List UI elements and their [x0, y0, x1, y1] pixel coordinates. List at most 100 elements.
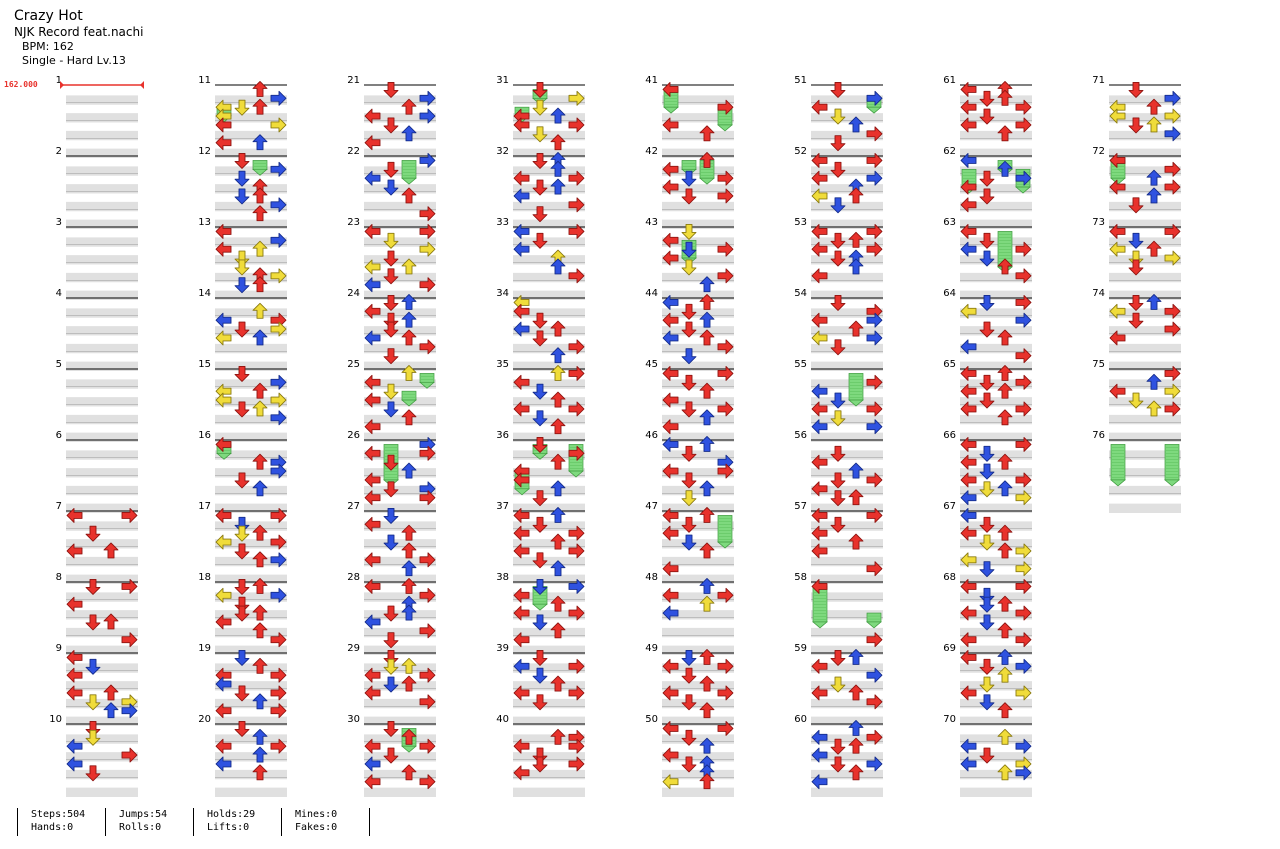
- left-arrow-icon: [662, 658, 679, 674]
- hold-body: [401, 390, 417, 401]
- right-arrow-icon: [568, 738, 585, 754]
- down-arrow-icon: [234, 605, 250, 622]
- up-arrow-icon: [401, 364, 417, 381]
- measure-stripe: [66, 645, 138, 655]
- down-arrow-icon: [234, 259, 250, 276]
- left-arrow-icon: [364, 774, 381, 790]
- stat-column-4: Mines:0 Fakes:0: [281, 808, 369, 836]
- left-arrow-icon: [215, 436, 232, 452]
- measure-stripe: [66, 130, 138, 141]
- measure-stripe: [66, 610, 138, 620]
- right-arrow-icon: [419, 490, 436, 506]
- right-arrow-icon: [1164, 161, 1181, 177]
- measure-number: 8: [56, 572, 62, 583]
- up-arrow-icon: [848, 719, 864, 736]
- measure-stripe: [215, 610, 287, 620]
- measure-stripe: [662, 184, 734, 194]
- left-arrow-icon: [960, 99, 977, 115]
- measure-stripe: [66, 627, 138, 638]
- measure-stripe: [364, 610, 436, 620]
- down-arrow-icon: [681, 756, 697, 773]
- down-arrow-icon: [830, 649, 846, 666]
- measure-stripe: [811, 503, 883, 513]
- measure-stripe: [215, 237, 287, 247]
- right-arrow-icon: [568, 445, 585, 461]
- right-arrow-icon: [270, 685, 287, 701]
- up-arrow-icon: [550, 320, 566, 337]
- down-arrow-icon: [681, 223, 697, 240]
- stat-fakes: Fakes:0: [295, 822, 338, 833]
- measure-stripe: [811, 450, 883, 460]
- right-arrow-icon: [1015, 685, 1032, 701]
- left-arrow-icon: [811, 152, 828, 168]
- measure-stripe: [513, 503, 585, 513]
- right-arrow-icon: [717, 587, 734, 603]
- up-arrow-icon: [252, 400, 268, 417]
- measure-stripe: [960, 521, 1032, 531]
- down-arrow-icon: [532, 614, 548, 631]
- right-arrow-icon: [568, 525, 585, 541]
- up-arrow-icon: [252, 604, 268, 621]
- measure-number: 11: [198, 75, 211, 86]
- down-arrow-icon: [830, 676, 846, 693]
- up-arrow-icon: [699, 276, 715, 293]
- right-arrow-icon: [121, 578, 138, 594]
- measure-stripe: [811, 645, 883, 655]
- up-arrow-icon: [997, 125, 1013, 142]
- right-arrow-icon: [866, 472, 883, 488]
- hold-tail: [866, 106, 882, 114]
- measure-stripe: [66, 113, 138, 123]
- down-arrow-icon: [979, 614, 995, 631]
- left-arrow-icon: [66, 738, 83, 754]
- up-arrow-icon: [252, 276, 268, 293]
- measure-stripe: [662, 627, 734, 638]
- measure-number: 34: [496, 288, 509, 299]
- measure-stripe: [811, 308, 883, 318]
- measure-stripe: [364, 130, 436, 141]
- measure-stripe: [662, 450, 734, 460]
- measure-stripe: [364, 485, 436, 496]
- measure-stripe: [215, 769, 287, 780]
- down-arrow-icon: [681, 321, 697, 338]
- up-arrow-icon: [550, 533, 566, 550]
- left-arrow-icon: [811, 268, 828, 284]
- down-arrow-icon: [681, 472, 697, 489]
- measure-stripe: [364, 663, 436, 673]
- measure-stripe: [215, 95, 287, 105]
- right-arrow-icon: [1164, 108, 1181, 124]
- up-arrow-icon: [401, 187, 417, 204]
- measure-stripe: [513, 716, 585, 726]
- left-arrow-icon: [215, 534, 232, 550]
- hold-body: [717, 515, 733, 543]
- right-arrow-icon: [866, 419, 883, 435]
- left-arrow-icon: [513, 472, 530, 488]
- measure-number: 56: [794, 430, 807, 441]
- left-arrow-icon: [215, 587, 232, 603]
- measure-number: 43: [645, 217, 658, 228]
- up-arrow-icon: [699, 773, 715, 790]
- down-arrow-icon: [383, 401, 399, 418]
- left-arrow-icon: [960, 223, 977, 239]
- measure-stripe: [662, 397, 734, 407]
- left-arrow-icon: [513, 587, 530, 603]
- left-arrow-icon: [364, 445, 381, 461]
- hold-body: [681, 160, 697, 170]
- measure-stripe: [811, 397, 883, 407]
- measure-stripe: [1109, 379, 1181, 389]
- right-arrow-icon: [568, 578, 585, 594]
- up-arrow-icon: [848, 764, 864, 781]
- measure-number: 68: [943, 572, 956, 583]
- measure-stripe: [811, 201, 883, 212]
- left-arrow-icon: [662, 294, 679, 310]
- measure-number: 36: [496, 430, 509, 441]
- left-arrow-icon: [215, 312, 232, 328]
- measure-number: 72: [1092, 146, 1105, 157]
- down-arrow-icon: [85, 525, 101, 542]
- left-arrow-icon: [215, 614, 232, 630]
- left-arrow-icon: [364, 685, 381, 701]
- down-arrow-icon: [532, 81, 548, 98]
- left-arrow-icon: [513, 605, 530, 621]
- left-arrow-icon: [215, 117, 232, 133]
- up-arrow-icon: [699, 702, 715, 719]
- measure-stripe: [364, 308, 436, 318]
